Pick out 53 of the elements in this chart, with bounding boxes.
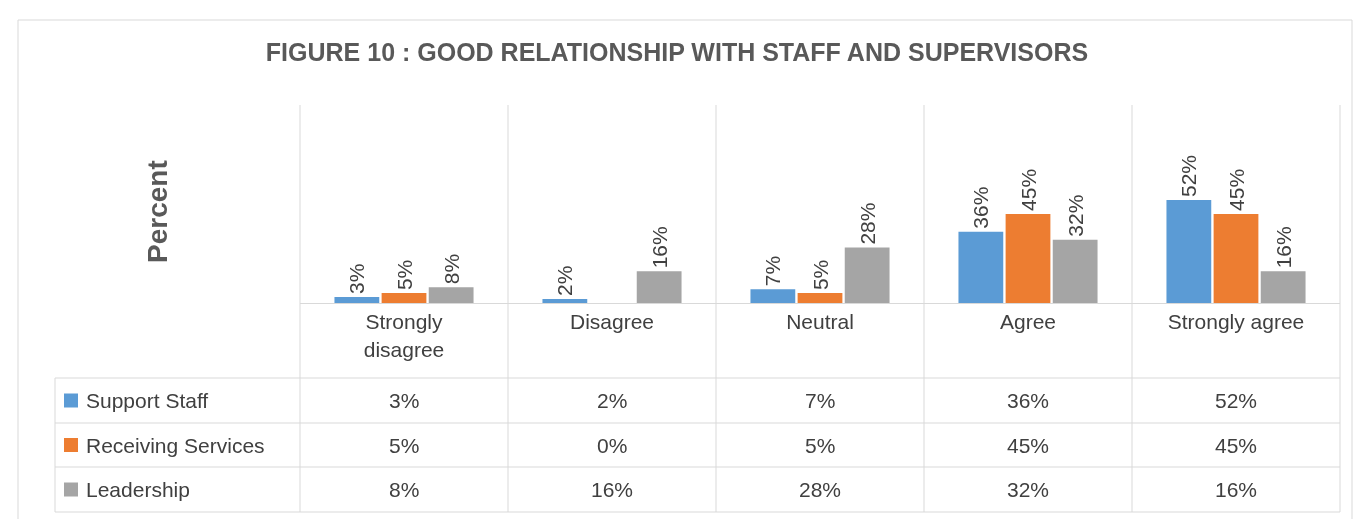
bar (334, 297, 380, 303)
legend-label: Receiving Services (86, 434, 265, 457)
x-tick-label: Disagree (569, 310, 655, 334)
bar (844, 247, 890, 303)
x-tick-label: Strongly disagree (363, 310, 445, 361)
text: 52% (1177, 155, 1201, 198)
data-label: 7% (805, 389, 836, 412)
data-label: 3% (389, 389, 420, 412)
bar (1213, 213, 1259, 303)
x-tick-label: Strongly agree (1167, 310, 1305, 334)
legend-label: Leadership (86, 478, 190, 501)
bar (1260, 271, 1306, 303)
text: 2% (553, 265, 577, 297)
data-label: 45% (1215, 434, 1258, 457)
bar (750, 289, 796, 303)
data-label: 16% (591, 478, 634, 501)
bar (381, 293, 427, 303)
y-axis-title: Percent (142, 160, 173, 263)
text: 32% (1063, 194, 1087, 237)
text: 16% (1271, 226, 1295, 269)
data-label: 52% (1215, 389, 1258, 412)
bar (636, 271, 682, 303)
text: 36% (969, 186, 993, 229)
x-tick-label: Agree (999, 310, 1057, 334)
data-label: 45% (1007, 434, 1050, 457)
data-label: 32% (1007, 478, 1050, 501)
text: 28% (855, 202, 879, 245)
text: 45% (1016, 168, 1040, 211)
data-label: 36% (1007, 389, 1050, 412)
x-tick-label: Neutral (786, 310, 854, 334)
data-label: 5% (389, 434, 420, 457)
text: 5% (392, 259, 416, 291)
text: 5% (808, 259, 832, 291)
text: 3% (345, 263, 369, 295)
bar (1166, 200, 1212, 303)
text: 45% (1224, 168, 1248, 211)
data-label: 16% (1215, 478, 1258, 501)
bar (542, 299, 588, 303)
data-label: 28% (799, 478, 842, 501)
text: 7% (761, 255, 785, 287)
text: 16% (647, 226, 671, 269)
data-label: 5% (805, 434, 836, 457)
text: 8% (439, 253, 463, 285)
chart-title: FIGURE 10 : GOOD RELATIONSHIP WITH STAFF AND SUPERVISORS (265, 37, 1089, 66)
bar (1005, 213, 1051, 303)
bar (1052, 239, 1098, 303)
data-label: 8% (389, 478, 420, 501)
data-label: 2% (597, 389, 628, 412)
legend-label: Support Staff (86, 389, 209, 412)
bar (797, 293, 843, 303)
data-label: 0% (597, 434, 628, 457)
bar (428, 287, 474, 303)
bar (958, 231, 1004, 303)
